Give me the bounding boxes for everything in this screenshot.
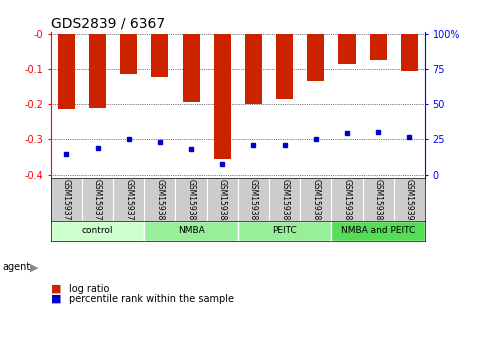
Text: control: control (82, 226, 113, 235)
Bar (120, 34, 137, 74)
Bar (245, 34, 262, 104)
Text: agent: agent (2, 262, 30, 272)
Bar (89, 34, 106, 108)
Text: GSM159381: GSM159381 (156, 179, 164, 225)
Bar (276, 34, 293, 99)
Text: GSM159385: GSM159385 (249, 179, 258, 226)
Text: NMBA and PEITC: NMBA and PEITC (341, 226, 415, 235)
Text: GDS2839 / 6367: GDS2839 / 6367 (51, 17, 165, 31)
Text: log ratio: log ratio (69, 284, 110, 293)
Text: ▶: ▶ (30, 262, 39, 272)
Text: GSM159377: GSM159377 (93, 179, 102, 226)
Bar (144, 221, 238, 241)
Bar (339, 34, 355, 64)
Text: GSM159390: GSM159390 (405, 179, 414, 226)
Bar (58, 34, 75, 109)
Text: GSM159389: GSM159389 (374, 179, 383, 226)
Text: ■: ■ (51, 284, 61, 293)
Bar (151, 34, 169, 77)
Bar (331, 221, 425, 241)
Bar (51, 221, 144, 241)
Text: GSM159376: GSM159376 (62, 179, 71, 226)
Text: GSM159384: GSM159384 (218, 179, 227, 226)
Bar (307, 34, 325, 81)
Bar (401, 34, 418, 71)
Text: GSM159383: GSM159383 (186, 179, 196, 226)
Bar (238, 221, 331, 241)
Bar (369, 34, 387, 60)
Bar (183, 34, 199, 102)
Text: GSM159378: GSM159378 (124, 179, 133, 226)
Text: GSM159387: GSM159387 (312, 179, 320, 226)
Text: GSM159388: GSM159388 (342, 179, 352, 225)
Text: NMBA: NMBA (178, 226, 204, 235)
Bar (213, 34, 231, 159)
Text: PEITC: PEITC (272, 226, 297, 235)
Text: ■: ■ (51, 294, 61, 304)
Text: percentile rank within the sample: percentile rank within the sample (69, 294, 234, 304)
Text: GSM159386: GSM159386 (280, 179, 289, 226)
